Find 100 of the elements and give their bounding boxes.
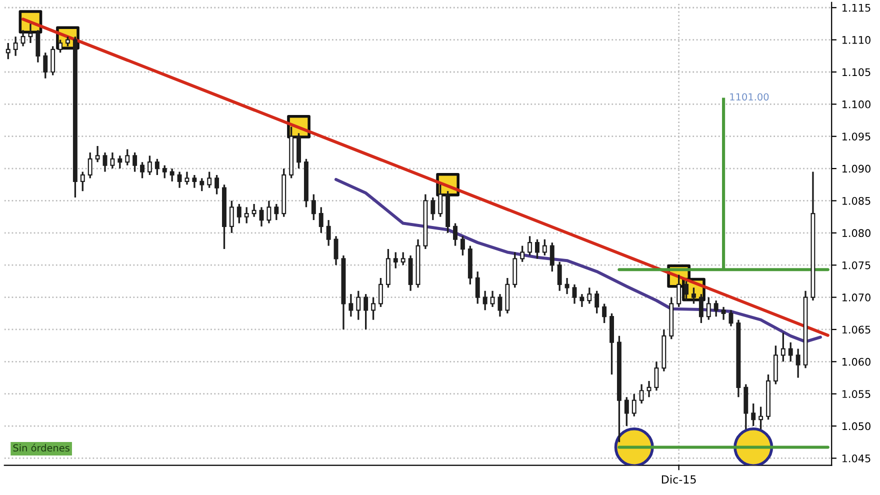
candlestick — [698, 293, 704, 324]
candlestick — [639, 383, 644, 404]
candlestick — [632, 393, 636, 418]
candlestick — [50, 45, 56, 76]
candlestick — [624, 396, 629, 427]
candlestick — [654, 360, 659, 392]
candlestick — [132, 152, 138, 173]
candlestick — [378, 277, 383, 308]
candlestick — [200, 177, 204, 192]
candlestick — [102, 152, 108, 173]
y-tick-label: 1.095 — [842, 132, 870, 140]
x-tick-label: Dic-15 — [662, 475, 696, 484]
y-tick-label: 1.080 — [842, 229, 870, 238]
candlestick — [557, 261, 562, 292]
candlestick — [692, 286, 696, 305]
y-tick-label: 1.090 — [842, 164, 870, 173]
candlestick — [780, 332, 786, 362]
candlestick — [326, 219, 331, 247]
candlestick — [43, 52, 48, 80]
candlestick — [400, 251, 406, 266]
y-tick-label: 1.105 — [842, 68, 870, 76]
candlestick — [266, 200, 272, 224]
annotation: Sin órdenes — [13, 444, 70, 452]
candlestick — [236, 203, 242, 224]
candlestick — [66, 36, 70, 48]
candlestick — [162, 164, 167, 180]
candlestick — [572, 284, 577, 305]
candlestick — [259, 206, 264, 228]
candlestick — [751, 402, 756, 427]
candlestick — [207, 170, 212, 189]
candlestick — [118, 154, 122, 170]
y-tick-label: 1.070 — [842, 294, 870, 302]
y-tick-label: 1.110 — [842, 36, 870, 44]
candlestick — [498, 293, 502, 318]
candlestick — [714, 300, 718, 318]
candlestick — [6, 42, 10, 60]
candlestick — [154, 158, 160, 176]
candlestick — [170, 168, 174, 182]
candlestick — [125, 148, 130, 166]
candlestick — [796, 348, 800, 379]
y-tick-label: 1.100 — [842, 100, 870, 108]
y-tick-label: 1.060 — [842, 358, 870, 366]
candlestick — [721, 306, 726, 321]
candlestick — [364, 293, 368, 330]
candlestick — [594, 290, 600, 314]
candlestick — [184, 170, 190, 186]
candlestick — [393, 251, 398, 270]
candlestick — [676, 274, 682, 308]
candlestick — [110, 152, 115, 170]
candlestick — [528, 235, 532, 256]
candlestick — [36, 29, 40, 64]
candlestick — [550, 242, 554, 272]
candlestick — [95, 145, 100, 163]
y-tick-label: 1.115 — [842, 4, 870, 12]
candlestick — [758, 406, 764, 430]
candlestick — [520, 244, 525, 263]
candlestick — [58, 38, 63, 54]
candlestick — [602, 302, 607, 324]
candlestick — [20, 29, 26, 48]
candlestick — [646, 380, 652, 398]
candlestick — [311, 193, 316, 221]
y-tick-label: 1.045 — [842, 454, 870, 462]
annotation: 1101.00 — [730, 93, 769, 101]
candlestick — [244, 206, 249, 224]
candlestick — [564, 277, 570, 295]
candlestick — [453, 222, 458, 247]
y-tick-label: 1.065 — [842, 326, 870, 334]
candlestick — [252, 203, 256, 218]
candlestick — [728, 309, 734, 328]
candlestick — [13, 36, 18, 57]
candlestick — [490, 290, 495, 308]
candlestick — [334, 235, 338, 266]
candlestick — [684, 280, 689, 302]
candlestick — [535, 238, 540, 260]
candlestick — [177, 170, 182, 189]
candlestick — [788, 342, 793, 362]
candlestick — [192, 174, 197, 189]
candlestick — [214, 174, 220, 196]
candlestick — [318, 206, 324, 234]
candlestick — [356, 290, 361, 321]
candlestick — [475, 270, 480, 305]
y-tick-label: 1.085 — [842, 196, 870, 205]
candlestick — [580, 293, 584, 308]
candlestick — [542, 238, 547, 256]
candlestick — [80, 170, 85, 192]
candlestick — [430, 196, 436, 221]
line-series — [334, 178, 822, 344]
candlestick — [140, 161, 144, 180]
y-tick-label: 1.055 — [842, 390, 870, 398]
y-tick-label: 1.075 — [842, 261, 870, 270]
candlestick — [706, 296, 711, 321]
candlestick — [438, 184, 443, 218]
candlestick — [482, 290, 488, 311]
candlestick — [460, 235, 465, 256]
candlestick — [147, 154, 152, 176]
candlestick — [587, 286, 592, 305]
candlestick — [274, 203, 279, 221]
candlestick — [229, 200, 234, 234]
candlestick — [348, 293, 354, 318]
y-tick-label: 1.050 — [842, 422, 870, 430]
